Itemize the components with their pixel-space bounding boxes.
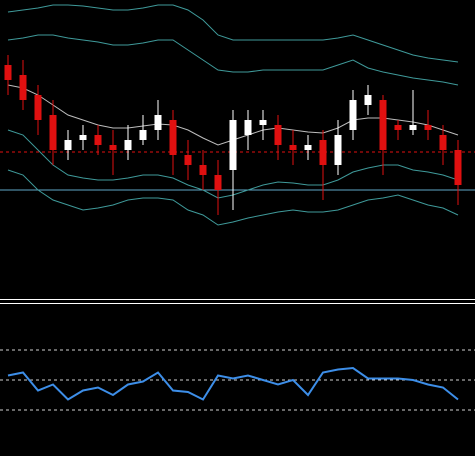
candle-body	[94, 135, 102, 145]
candle-body	[409, 125, 417, 130]
candle-body	[274, 125, 282, 145]
candle-body	[349, 100, 357, 130]
candle-body	[19, 75, 27, 100]
series-line	[7, 4, 459, 63]
candle-body	[454, 150, 462, 185]
candle-body	[109, 145, 117, 150]
candle-body	[34, 95, 42, 120]
candle-body	[304, 145, 312, 150]
candle-body	[424, 125, 432, 130]
candle-body	[139, 130, 147, 140]
candle-body	[379, 100, 387, 150]
candle-body	[154, 115, 162, 130]
candle-body	[229, 120, 237, 170]
candle-body	[49, 115, 57, 150]
series-line	[7, 169, 459, 226]
candle-body	[319, 140, 327, 165]
candle-body	[259, 120, 267, 125]
series-line	[7, 366, 459, 401]
series-line	[7, 34, 459, 86]
candle-body	[364, 95, 372, 105]
candle-body	[4, 65, 12, 80]
candle-body	[244, 120, 252, 135]
candle-body	[79, 135, 87, 140]
candle-body	[64, 140, 72, 150]
candle-body	[169, 120, 177, 155]
candle-body	[199, 165, 207, 175]
candle-body	[439, 135, 447, 150]
candle-body	[184, 155, 192, 165]
candle-body	[289, 145, 297, 150]
candle-body	[334, 135, 342, 165]
candle-body	[394, 125, 402, 130]
candle-body	[214, 175, 222, 190]
candle-body	[124, 140, 132, 150]
